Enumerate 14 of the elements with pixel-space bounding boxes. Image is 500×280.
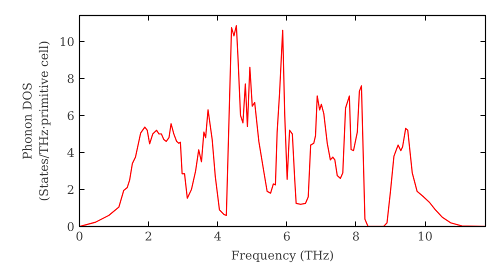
y-tick-label: 8 — [66, 72, 75, 86]
x-axis-title: Frequency (THz) — [231, 248, 334, 262]
y-tick-label: 2 — [66, 182, 75, 197]
x-tick-label: 10 — [417, 230, 433, 244]
y-tick-label: 10 — [59, 34, 75, 49]
x-tick-label: 6 — [283, 230, 291, 244]
y-tick-label: 4 — [66, 146, 75, 160]
y-axis-title: Phonon DOS (States/THz·primitive cell) — [20, 40, 52, 202]
x-tick-label: 2 — [144, 230, 152, 244]
x-tick-label: 0 — [76, 230, 84, 244]
x-tick-label: 4 — [214, 230, 222, 244]
x-tick-label: 8 — [352, 230, 360, 244]
y-tick-label: 6 — [66, 108, 75, 123]
y-tick-label: 0 — [66, 220, 75, 234]
